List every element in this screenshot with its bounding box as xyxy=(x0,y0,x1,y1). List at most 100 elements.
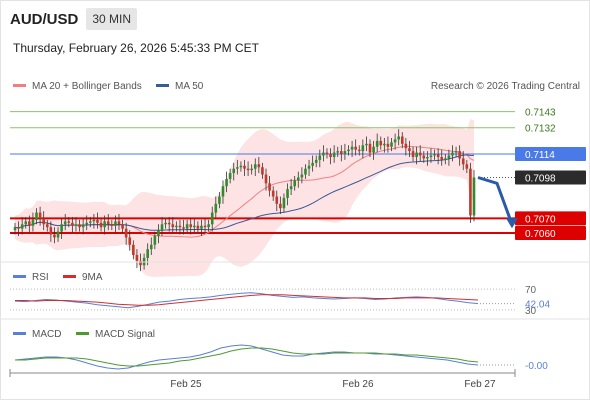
candle-body xyxy=(28,221,31,226)
candle xyxy=(74,216,78,232)
candle-body xyxy=(67,221,71,223)
candle-body xyxy=(164,222,167,225)
candle-body xyxy=(322,152,325,156)
candle-body xyxy=(393,139,397,143)
candle xyxy=(314,155,318,168)
candle xyxy=(250,164,253,175)
candle xyxy=(132,240,135,260)
candle-body xyxy=(433,154,436,156)
candle-body xyxy=(426,156,429,159)
candle-body xyxy=(444,158,447,160)
candle-body xyxy=(296,177,300,181)
legend-rsi-ma-label: 9MA xyxy=(82,272,103,283)
candle xyxy=(121,219,124,234)
legend-macd-signal-label: MACD Signal xyxy=(95,329,155,340)
candle xyxy=(164,218,167,229)
candle-body xyxy=(189,224,193,228)
x-tick-label: Feb 25 xyxy=(170,379,202,390)
candle-body xyxy=(60,224,63,232)
candle xyxy=(426,151,429,166)
candle xyxy=(390,137,393,152)
candle xyxy=(408,140,411,157)
candle-body xyxy=(20,224,24,229)
candle-body xyxy=(42,218,45,225)
candle-body xyxy=(124,228,128,238)
legend-ma50-swatch xyxy=(156,84,169,87)
candle-body xyxy=(146,249,149,258)
candle xyxy=(340,145,343,162)
candle-body xyxy=(264,174,268,184)
candle xyxy=(415,146,418,165)
candle-body xyxy=(149,244,153,250)
candle xyxy=(383,137,386,153)
candle-body xyxy=(275,196,279,204)
candle xyxy=(81,218,85,235)
candle-body xyxy=(35,212,38,220)
candle xyxy=(400,132,404,149)
candle-body xyxy=(228,173,232,179)
candle-body xyxy=(74,224,78,226)
candle xyxy=(268,176,271,197)
candle-body xyxy=(207,224,210,228)
candle xyxy=(465,159,469,174)
candle xyxy=(343,143,347,160)
x-tick-label: Feb 27 xyxy=(464,379,496,390)
candle-body xyxy=(300,174,304,178)
candle xyxy=(207,219,210,232)
candle-body xyxy=(386,143,390,147)
candle-body xyxy=(106,221,110,225)
candle-body xyxy=(132,244,135,255)
candle-body xyxy=(78,224,81,228)
candle xyxy=(454,146,458,157)
candle xyxy=(35,208,38,225)
candle-body xyxy=(114,221,117,226)
copyright-label: Research © 2026 Trading Central xyxy=(431,81,580,92)
candle-body xyxy=(246,168,250,171)
candle xyxy=(347,145,350,156)
candle-body xyxy=(289,186,293,190)
candle xyxy=(89,216,92,228)
timeframe-button[interactable]: 30 MIN xyxy=(86,8,138,30)
candle xyxy=(160,216,164,236)
support-tag-5 xyxy=(515,226,586,241)
candle-body xyxy=(200,225,203,229)
candle-body xyxy=(56,231,60,238)
candle xyxy=(411,146,415,162)
candle-body xyxy=(203,225,207,228)
candle-body xyxy=(361,145,365,152)
candle xyxy=(447,149,451,166)
candle xyxy=(31,212,35,232)
candle xyxy=(71,216,74,234)
candle-body xyxy=(31,219,35,226)
series-line-0 xyxy=(14,292,479,309)
candle xyxy=(175,221,178,232)
candle xyxy=(282,193,286,213)
forecast-arrow-line xyxy=(477,176,514,225)
candle xyxy=(354,139,357,156)
candle-body xyxy=(458,151,461,159)
candle xyxy=(85,215,89,231)
resistance-label-2: 0.7114 xyxy=(525,150,555,161)
candle xyxy=(78,219,81,232)
candle-body xyxy=(257,164,261,168)
forecast-arrow-head xyxy=(506,218,518,229)
candle-body xyxy=(436,154,440,157)
candle xyxy=(103,215,106,235)
candle-body xyxy=(411,151,415,157)
legend-rsi-label: RSI xyxy=(32,272,49,283)
candle xyxy=(106,214,110,231)
candle xyxy=(210,206,214,232)
candle-body xyxy=(368,143,372,153)
candle xyxy=(422,151,426,163)
candle xyxy=(271,186,275,201)
candle-body xyxy=(99,222,103,228)
candle xyxy=(375,133,379,153)
candle-body xyxy=(390,142,393,147)
candle xyxy=(56,227,60,242)
candle-body xyxy=(239,165,243,168)
candle-body xyxy=(17,227,20,229)
candle xyxy=(332,145,336,163)
candle xyxy=(329,148,332,165)
candle xyxy=(53,227,56,244)
value-label: 42.04 xyxy=(525,300,550,311)
